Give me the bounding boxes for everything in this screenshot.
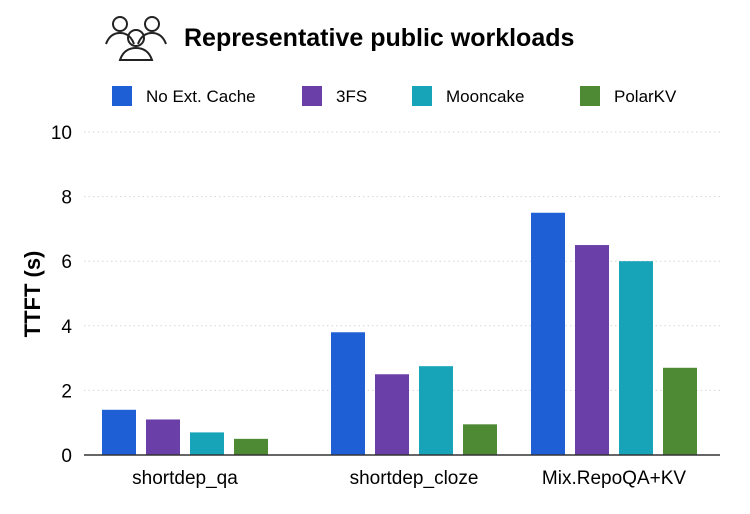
- legend-label: No Ext. Cache: [146, 87, 256, 106]
- bar-no-ext-cache-0: [102, 409, 136, 455]
- bar-3fs-1: [375, 374, 409, 455]
- legend-swatch: [302, 86, 322, 106]
- legend-label: PolarKV: [614, 87, 677, 106]
- legend: No Ext. Cache 3FS Mooncake PolarKV: [112, 86, 677, 106]
- y-tick-label: 2: [61, 381, 72, 402]
- legend-swatch: [580, 86, 600, 106]
- y-axis-label: TTFT (s): [20, 251, 45, 338]
- x-axis-categories: shortdep_qa shortdep_cloze Mix.RepoQA+KV: [132, 468, 686, 489]
- y-tick-label: 8: [61, 188, 72, 209]
- y-axis-ticks: 0 2 4 6 8 10: [51, 123, 73, 467]
- legend-label: Mooncake: [446, 87, 524, 106]
- bar-polarkv-1: [463, 424, 497, 455]
- legend-swatch: [112, 86, 132, 106]
- y-tick-label: 0: [61, 446, 72, 467]
- bar-mooncake-2: [619, 261, 653, 455]
- legend-label: 3FS: [336, 87, 367, 106]
- bar-3fs-2: [575, 245, 609, 455]
- y-tick-label: 10: [51, 123, 72, 144]
- y-tick-label: 6: [61, 252, 72, 273]
- bar-mooncake-1: [419, 366, 453, 455]
- x-category-label: Mix.RepoQA+KV: [542, 468, 686, 489]
- bar-polarkv-0: [234, 438, 268, 455]
- bar-3fs-0: [146, 419, 180, 455]
- x-category-label: shortdep_cloze: [350, 468, 479, 489]
- y-tick-label: 4: [61, 317, 72, 338]
- bar-no-ext-cache-2: [531, 212, 565, 455]
- chart-title: Representative public workloads: [184, 24, 574, 52]
- x-category-label: shortdep_qa: [132, 468, 238, 489]
- bar-mooncake-0: [190, 432, 224, 455]
- bars: [102, 212, 697, 455]
- bar-no-ext-cache-1: [331, 332, 365, 455]
- legend-swatch: [412, 86, 432, 106]
- bar-polarkv-2: [663, 367, 697, 455]
- users-group-icon: [105, 16, 167, 61]
